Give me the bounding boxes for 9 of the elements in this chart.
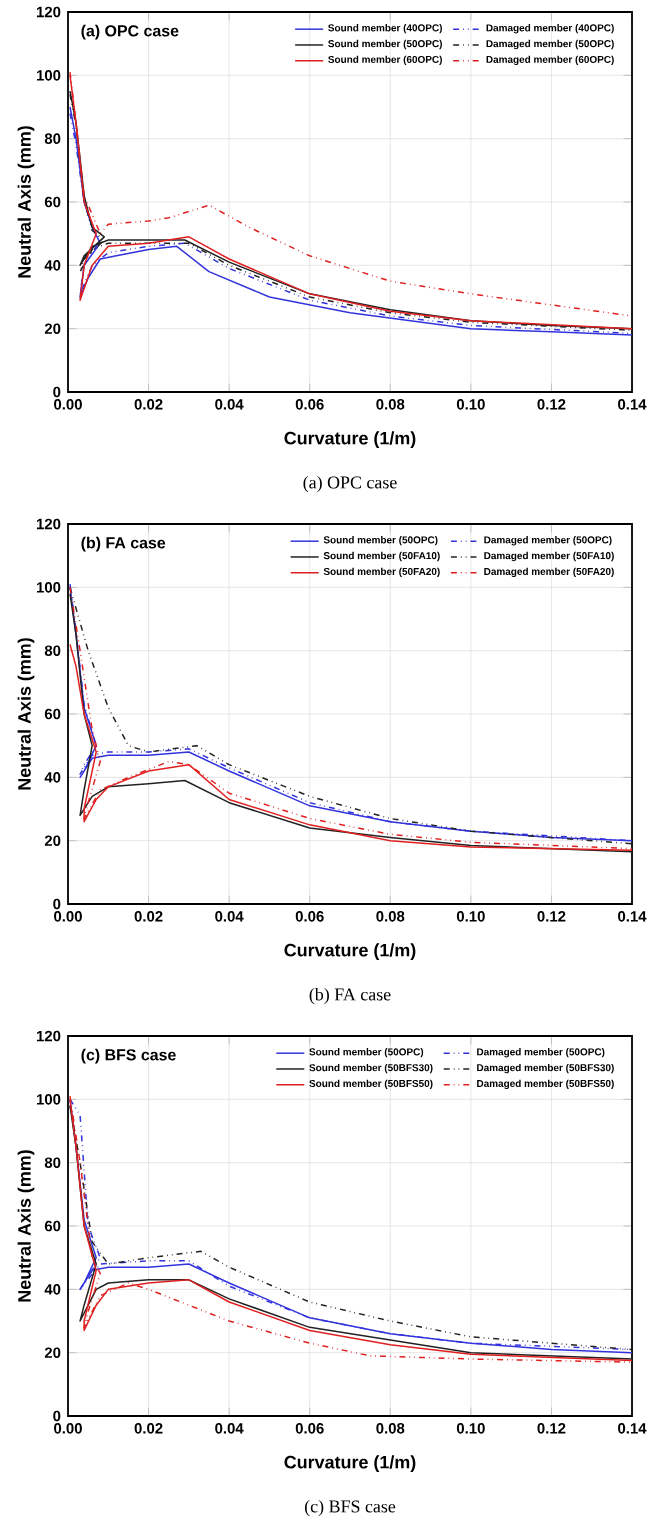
y-axis-title: Neutral Axis (mm) [17,126,35,278]
text: (b) FA case [309,987,391,1005]
x-axis-title: Curvature (1/m) [284,431,416,449]
x-axis-title: Curvature (1/m) [284,1455,416,1473]
text: (c) BFS case [304,1499,396,1517]
y-axis-title: Neutral Axis (mm) [17,1150,35,1302]
x-axis-title: Curvature (1/m) [284,943,416,961]
text: (a) OPC case [303,475,397,493]
y-axis-title: Neutral Axis (mm) [17,638,35,790]
